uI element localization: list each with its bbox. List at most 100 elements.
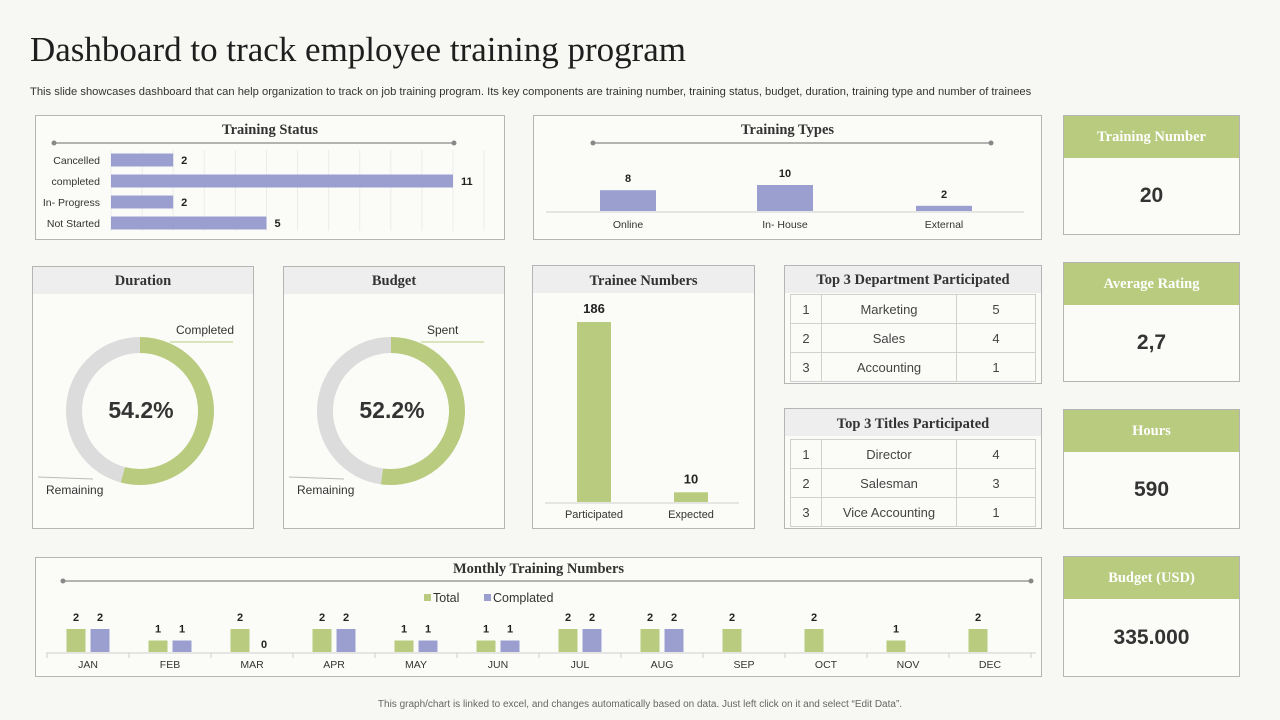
trainee-numbers-title: Trainee Numbers <box>589 273 698 289</box>
monthly-training-title: Monthly Training Numbers <box>452 561 625 577</box>
top-departments-title: Top 3 Department Participated <box>816 272 1010 288</box>
status-bar <box>111 195 174 209</box>
month-label: MAR <box>240 659 264 671</box>
monthly-completed-bar <box>418 640 438 652</box>
monthly-total-value: 1 <box>401 624 407 636</box>
monthly-completed-value: 2 <box>589 612 595 624</box>
status-bar <box>111 153 174 167</box>
status-value-label: 5 <box>274 218 280 230</box>
month-label: JUL <box>571 659 590 671</box>
status-title-rule-start-dot <box>51 140 57 146</box>
kpi-training-number: Training Number 20 <box>1063 115 1240 235</box>
budget-slice <box>380 337 465 485</box>
kpi-training-number-label: Training Number <box>1064 116 1239 158</box>
monthly-total-value: 2 <box>647 612 653 624</box>
top-departments-panel: Top 3 Department Participated 1 Marketing… <box>784 265 1042 384</box>
monthly-completed-value: 1 <box>507 624 513 636</box>
status-category-label: Not Started <box>47 218 100 230</box>
monthly-completed-bar <box>90 629 110 652</box>
monthly-completed-value: 2 <box>97 612 103 624</box>
training-types-chart: 8 Online 10 In- House 2 External <box>546 140 1024 231</box>
budget-slice <box>317 337 392 485</box>
top-titles-panel: Top 3 Titles Participated 1 Director 4 2 Sal… <box>784 408 1042 529</box>
budget-remaining-label: Remaining <box>297 483 355 497</box>
duration-slice <box>66 337 141 483</box>
trainee-numbers-chart: 186 Participated 10 Expected <box>545 301 739 521</box>
types-value-label: 2 <box>941 189 947 201</box>
duration-remaining-label: Remaining <box>46 483 104 497</box>
kpi-hours-value: 590 <box>1133 478 1170 501</box>
monthly-completed-bar <box>336 629 356 652</box>
kpi-hours: Hours 590 <box>1063 409 1240 529</box>
budget-leader-bottom <box>288 476 345 480</box>
duration-panel: Duration 54.2% Completed Remaining <box>32 266 254 529</box>
monthly-total-value: 1 <box>893 624 899 636</box>
month-label: MAY <box>405 659 427 671</box>
table-row: 3 Accounting 1 <box>790 352 1036 382</box>
name-cell: Director <box>821 439 957 469</box>
types-value-label: 10 <box>779 168 791 180</box>
name-cell: Accounting <box>821 352 957 382</box>
monthly-completed-value: 0 <box>261 639 267 651</box>
status-value-label: 2 <box>181 197 187 209</box>
types-category-label: In- House <box>762 219 808 231</box>
top-titles-table: 1 Director 4 2 Salesman 3 3 Vice Accounting 1 <box>790 439 1036 527</box>
monthly-completed-value: 2 <box>671 612 677 624</box>
training-types-title: Training Types <box>740 122 835 138</box>
duration-header-bg <box>33 267 253 294</box>
page-title: Dashboard to track employee training pro… <box>30 30 687 69</box>
kpi-training-number-value: 20 <box>1139 184 1164 207</box>
table-row: 1 Marketing 5 <box>790 294 1036 324</box>
top-departments-table: 1 Marketing 5 2 Sales 4 3 Accounting 1 <box>790 294 1036 382</box>
types-bar <box>600 190 656 211</box>
status-bar <box>111 174 453 188</box>
monthly-completed-bar <box>582 629 602 652</box>
training-status-chart: Cancelled 2 completed 11 In- Progress 2 Not St… <box>43 140 485 231</box>
name-cell: Vice Accounting <box>821 497 957 527</box>
rank-cell: 2 <box>790 323 822 353</box>
status-category-label: In- Progress <box>43 197 100 209</box>
trainee-category-label: Expected <box>668 509 714 521</box>
monthly-total-value: 2 <box>729 612 735 624</box>
monthly-total-bar <box>476 640 496 652</box>
rank-cell: 3 <box>790 497 822 527</box>
monthly-training-panel: Monthly Training Numbers Total Complated J… <box>35 557 1042 677</box>
monthly-total-bar <box>394 640 414 652</box>
titles-header-bg <box>785 409 1041 436</box>
budget-donut <box>288 337 484 485</box>
status-value-label: 11 <box>461 176 473 188</box>
footer-note: This graph/chart is linked to excel, and… <box>377 699 903 710</box>
count-cell: 3 <box>956 468 1036 498</box>
kpi-average-rating-label: Average Rating <box>1064 263 1239 305</box>
trainee-header-bg <box>533 266 754 293</box>
month-label: DEC <box>979 659 1002 671</box>
count-cell: 4 <box>956 323 1036 353</box>
month-label: NOV <box>897 659 920 671</box>
kpi-average-rating-value: 2,7 <box>1136 331 1167 354</box>
monthly-total-bar <box>886 640 906 652</box>
count-cell: 4 <box>956 439 1036 469</box>
monthly-completed-bar <box>664 629 684 652</box>
types-value-label: 8 <box>625 173 631 185</box>
trainee-bar <box>577 322 611 502</box>
duration-donut <box>37 337 233 485</box>
types-title-rule-start-dot <box>590 140 596 146</box>
budget-header-bg <box>284 267 504 294</box>
duration-center-value: 54.2% <box>108 397 174 423</box>
month-label: APR <box>323 659 345 671</box>
monthly-title-rule-start-dot <box>60 578 66 584</box>
count-cell: 1 <box>956 497 1036 527</box>
kpi-average-rating: Average Rating 2,7 <box>1063 262 1240 382</box>
status-bar <box>111 216 267 230</box>
monthly-total-value: 2 <box>565 612 571 624</box>
count-cell: 1 <box>956 352 1036 382</box>
kpi-budget-label: Budget (USD) <box>1064 557 1239 599</box>
month-label: SEP <box>733 659 754 671</box>
budget-panel: Budget 52.2% Spent Remaining <box>283 266 505 529</box>
types-category-label: External <box>925 219 964 231</box>
monthly-completed-bar <box>500 640 520 652</box>
trainee-value-label: 10 <box>684 471 698 486</box>
monthly-total-bar <box>66 629 86 652</box>
legend-total-label: Total <box>433 591 459 605</box>
trainee-numbers-panel: Trainee Numbers 186 Participated 10 Expecte… <box>532 265 755 529</box>
